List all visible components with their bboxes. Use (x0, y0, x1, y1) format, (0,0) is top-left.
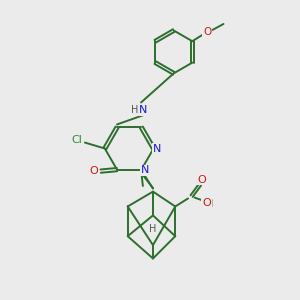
Text: H: H (206, 199, 214, 209)
Text: Cl: Cl (71, 135, 82, 145)
Text: H: H (131, 105, 139, 115)
Text: O: O (202, 198, 211, 208)
Text: N: N (153, 143, 161, 154)
Text: O: O (89, 166, 98, 176)
Text: O: O (203, 27, 211, 37)
Text: N: N (141, 165, 149, 175)
Text: N: N (139, 106, 147, 116)
Text: O: O (198, 175, 206, 185)
Text: H: H (149, 224, 157, 234)
